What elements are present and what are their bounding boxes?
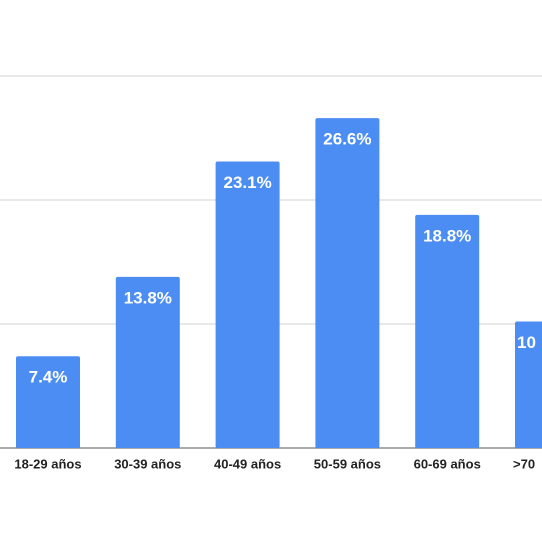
x-tick-label: 60-69 años [414, 456, 481, 471]
x-tick-label: 18-29 años [14, 456, 81, 471]
data-label: 10 [517, 333, 536, 352]
data-label: 13.8% [124, 288, 172, 307]
bar [16, 356, 80, 448]
data-label: 7.4% [29, 368, 68, 387]
bar [415, 214, 480, 448]
bar [215, 161, 280, 448]
x-tick-label: 30-39 años [114, 456, 181, 471]
data-label: 18.8% [423, 226, 471, 245]
bar [115, 276, 180, 448]
bar [515, 321, 542, 448]
x-tick-label: >70 [513, 456, 535, 471]
x-tick-label: 40-49 años [214, 456, 281, 471]
bar [315, 118, 380, 448]
data-label: 23.1% [223, 173, 271, 192]
x-tick-label: 50-59 años [314, 456, 381, 471]
data-label: 26.6% [323, 130, 371, 149]
